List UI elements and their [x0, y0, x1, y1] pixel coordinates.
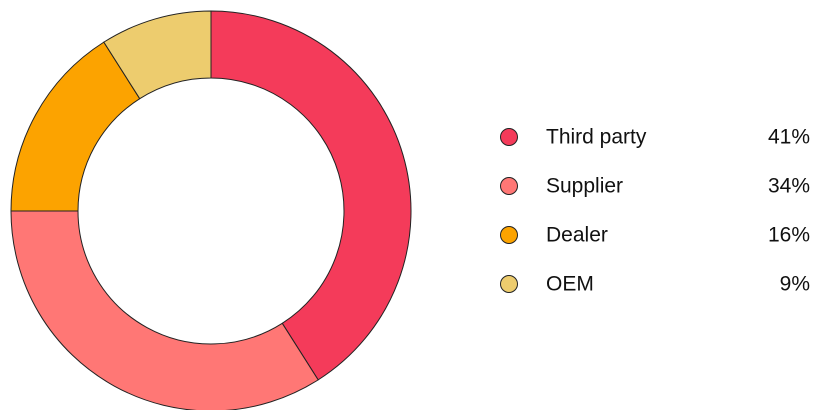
slice-supplier — [10, 210, 319, 410]
legend-label-supplier: Supplier — [546, 175, 623, 198]
legend-label-dealer: Dealer — [546, 224, 608, 247]
legend-value-third-party: 41% — [768, 126, 810, 149]
legend-marker-supplier — [500, 177, 518, 195]
legend-value-supplier: 34% — [768, 175, 810, 198]
legend-label-oem: OEM — [546, 273, 594, 296]
legend: Third party 41% Supplier 34% Dealer 16% OEM 9% — [500, 126, 810, 296]
donut-slices — [10, 10, 412, 410]
legend-marker-dealer — [500, 226, 518, 244]
slice-third-party — [210, 10, 412, 381]
legend-marker-third-party — [500, 128, 518, 146]
slice-oem — [103, 10, 212, 100]
legend-value-dealer: 16% — [768, 224, 810, 247]
legend-label-third-party: Third party — [546, 126, 647, 149]
legend-value-oem: 9% — [780, 273, 810, 296]
legend-marker-oem — [500, 275, 518, 293]
